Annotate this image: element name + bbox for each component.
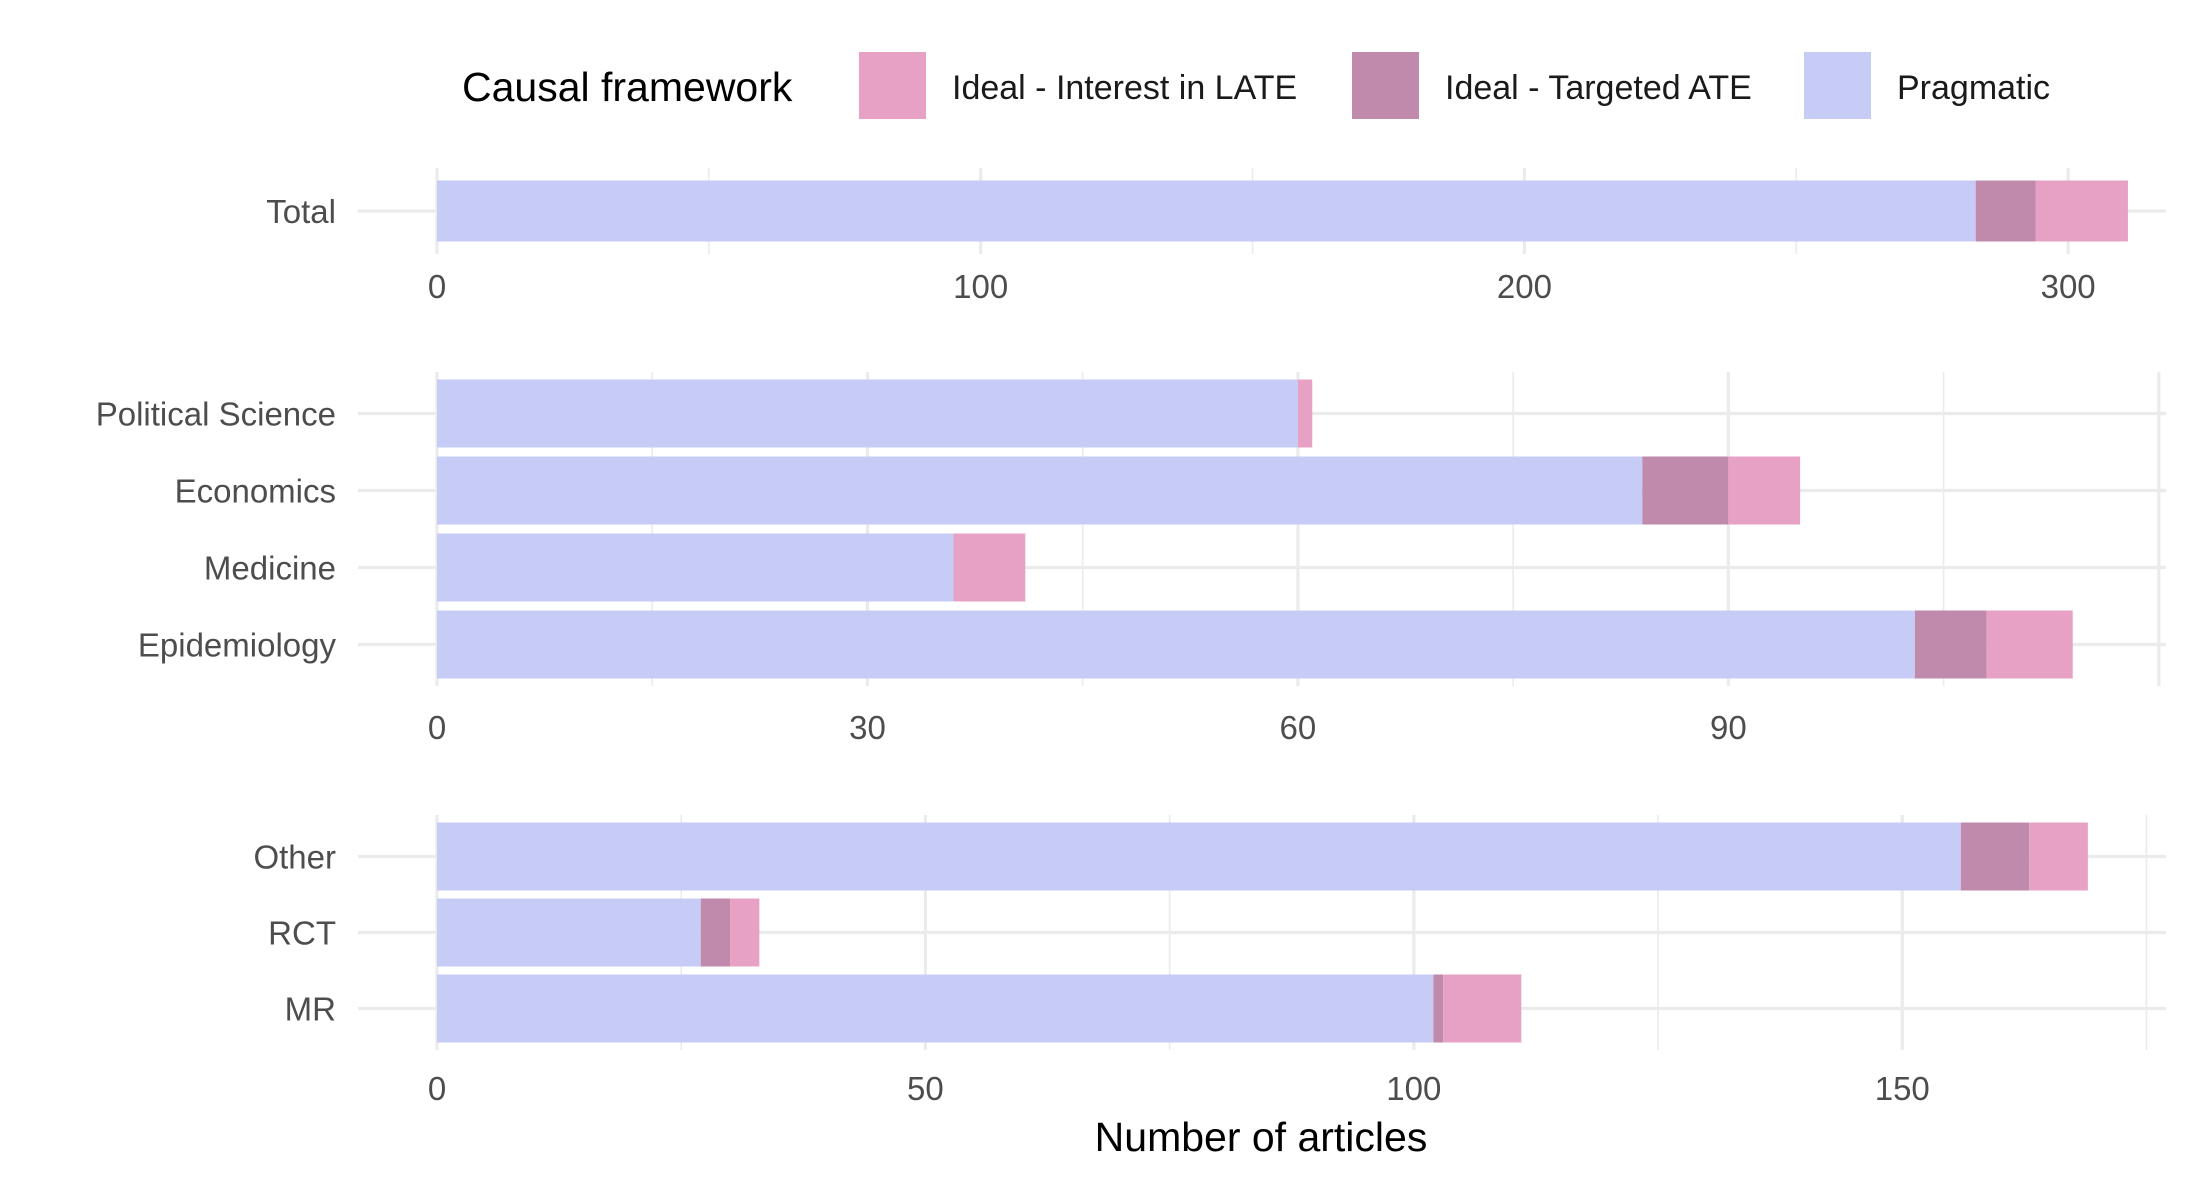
category-label: RCT [268,915,336,952]
x-tick-label: 30 [849,709,886,746]
bar-segment-ideal-interest-in-late [730,898,760,967]
x-tick-label: 90 [1710,709,1747,746]
bar-segment-ideal-targeted-ate [1914,610,1987,679]
bar-segment-pragmatic [437,610,1915,679]
bar-segment-ideal-interest-in-late [1443,974,1522,1043]
bar-segment-ideal-targeted-ate [1642,456,1729,525]
bar-segment-pragmatic [437,898,701,967]
category-label: Economics [175,473,336,510]
x-tick-label: 0 [428,709,446,746]
category-label: Medicine [204,550,336,587]
category-label: Political Science [96,396,336,433]
bar-segment-ideal-interest-in-late [2035,180,2128,242]
legend: Causal framework Ideal - Interest in LAT… [462,52,2050,119]
bar-segment-ideal-interest-in-late [1986,610,2073,679]
panel-total: Total 0 100 200 300 [266,168,2166,305]
x-tick-label: 100 [953,268,1008,305]
x-tick-label: 60 [1280,709,1317,746]
bar-segment-pragmatic [437,822,1961,891]
legend-label-ate: Ideal - Targeted ATE [1445,69,1752,107]
legend-title: Causal framework [462,64,793,110]
legend-swatch-late [859,52,926,119]
x-tick-label: 0 [428,1070,446,1107]
x-tick-label: 0 [428,268,446,305]
bar-segment-ideal-targeted-ate [1975,180,2036,242]
bar-segment-pragmatic [437,379,1298,448]
bar-segment-ideal-targeted-ate [1960,822,2030,891]
panel-design: Other RCT MR 0 50 100 150 [253,815,2166,1107]
bar-segment-pragmatic [437,533,954,602]
category-label: Total [266,193,336,230]
x-tick-label: 300 [2041,268,2096,305]
legend-swatch-ate [1352,52,1419,119]
legend-label-late: Ideal - Interest in LATE [952,69,1297,107]
legend-label-pragmatic: Pragmatic [1897,69,2050,107]
x-tick-label: 200 [1497,268,1552,305]
x-axis-title: Number of articles [1095,1114,1428,1160]
legend-swatch-pragmatic [1804,52,1871,119]
x-tick-label: 150 [1875,1070,1930,1107]
bar-segment-ideal-interest-in-late [1297,379,1313,448]
x-tick-label: 50 [907,1070,944,1107]
bar-segment-pragmatic [437,974,1434,1043]
bar-segment-pragmatic [437,456,1643,525]
x-tick-label: 100 [1386,1070,1441,1107]
bar-segment-pragmatic [437,180,1976,242]
bar-segment-ideal-interest-in-late [1728,456,1801,525]
bar-segment-ideal-targeted-ate [700,898,731,967]
panel-discipline: Political Science Economics Medicine Epidem… [96,372,2166,746]
bar-segment-ideal-interest-in-late [953,533,1026,602]
category-label: MR [285,991,336,1028]
category-label: Epidemiology [138,627,337,664]
bar-segment-ideal-interest-in-late [2029,822,2088,891]
bar-segment-ideal-targeted-ate [1433,974,1444,1043]
category-label: Other [253,839,336,876]
